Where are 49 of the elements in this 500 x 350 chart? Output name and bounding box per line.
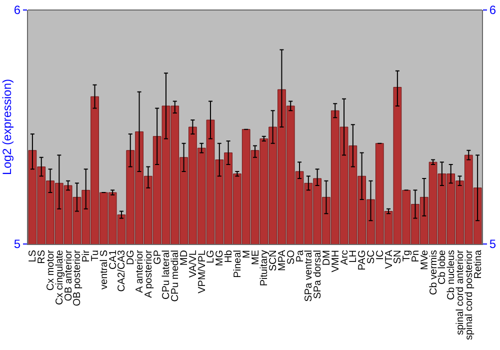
x-tick-label: A posterior — [143, 249, 154, 298]
x-tick-label: IC — [374, 250, 386, 260]
x-tick-label: Retina — [472, 250, 484, 279]
x-tick-label: PAG — [357, 250, 368, 270]
x-tick-label: Hb — [224, 250, 235, 263]
x-tick-label: SCN — [268, 250, 280, 272]
x-tick-label: M — [241, 250, 252, 258]
x-tick-label: Pir — [81, 249, 92, 262]
x-tick-label: ventral S — [98, 250, 110, 290]
x-tick-label: Pineal — [232, 250, 244, 278]
x-tick-label: spinal cord anterior — [455, 249, 466, 336]
x-tick-label: Arc — [339, 250, 350, 265]
x-tick-label: CPu medial — [170, 250, 182, 302]
x-tick-label: LS — [28, 250, 39, 262]
x-tick-label: VMH — [330, 250, 342, 272]
x-tick-label: DG — [126, 250, 137, 265]
x-tick-label: RS — [36, 250, 48, 264]
x-tick-label: Pituitary — [259, 250, 270, 286]
x-tick-label: Tu — [90, 250, 102, 262]
x-tick-label: VPM/VPL — [196, 250, 208, 294]
x-tick-label: ME — [250, 250, 262, 265]
x-tick-label: VA/VL — [188, 250, 199, 278]
x-tick-label: LH — [348, 250, 360, 263]
x-tick-label: CA1 — [108, 250, 119, 270]
x-tick-label: DM — [321, 250, 332, 266]
x-tick-label: MVe — [419, 250, 430, 270]
x-tick-label: SN — [392, 250, 404, 264]
x-tick-label: Pn — [410, 250, 422, 262]
y2-tick-label: 6 — [489, 3, 496, 18]
x-tick-label: spinal cord posterior — [464, 249, 475, 340]
x-tick-label: Cb nucleus — [446, 250, 458, 300]
x-tick-label: SPa dorsal — [312, 250, 324, 299]
x-tick-label: SC — [366, 250, 377, 264]
y2-tick-label: 5 — [489, 237, 496, 252]
x-tick-label: VTA — [384, 250, 395, 269]
x-tick-label: LG — [206, 250, 217, 264]
x-tick-label: GP — [152, 250, 164, 264]
x-tick-label: MPA — [276, 250, 288, 271]
x-tick-label: Tg — [402, 250, 413, 262]
x-tick-label: Cx cingulate — [54, 250, 66, 306]
x-tick-label: Cx motor — [46, 249, 56, 291]
x-tick-label: CA2/CA3 — [116, 250, 128, 292]
x-tick-label: OB posterior — [72, 249, 84, 306]
x-tick-label: SO — [286, 250, 297, 264]
x-tick-label: Cb lobe — [437, 250, 448, 284]
y-axis-title: Log2 (expression) — [0, 78, 14, 176]
x-tick-label: A anterior — [134, 249, 146, 293]
x-tick-label: Pa — [294, 250, 306, 262]
x-tick-label: OB anterior — [63, 249, 74, 302]
